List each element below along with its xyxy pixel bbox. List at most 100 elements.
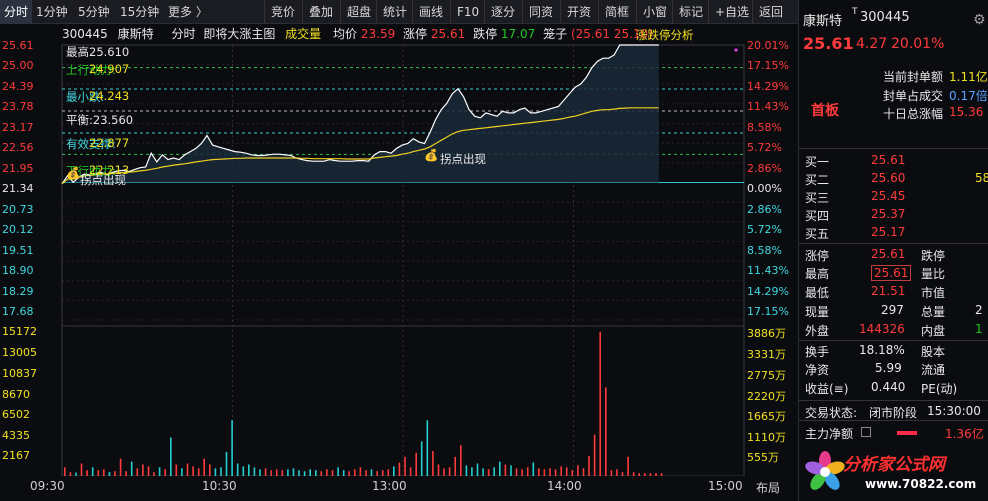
price-line	[61, 44, 659, 185]
f10-button[interactable]: F10	[450, 0, 479, 24]
volume-bar	[644, 473, 646, 476]
stat-value: 18.18%	[859, 343, 905, 357]
stat-value: 25.61	[871, 265, 912, 281]
buy-level-label: 买五	[805, 227, 830, 241]
volume-bar	[482, 468, 484, 476]
volume-bar	[426, 420, 429, 476]
amount-tick: 2220万	[747, 390, 786, 403]
volume-bar	[354, 469, 356, 476]
volume-bar	[398, 462, 401, 476]
open-capital-button[interactable]: 开资	[560, 0, 591, 24]
same-capital-button[interactable]: 同资	[522, 0, 553, 24]
stat-label: 换手	[805, 345, 830, 359]
flower-logo-icon	[805, 451, 845, 490]
volume-bar	[437, 464, 440, 476]
volume-bar	[125, 471, 127, 476]
trade-time: 15:30:00	[927, 404, 981, 418]
stat-value: 21.51	[871, 284, 906, 298]
volume-bar	[565, 467, 568, 476]
volume-bar	[147, 466, 150, 476]
stat-label: 涨停	[805, 249, 830, 263]
overlay-button[interactable]: 叠加	[302, 0, 333, 24]
buy-level-price: 25.37	[871, 207, 906, 221]
simple-frame-button[interactable]: 简框	[598, 0, 629, 24]
stat-value: 1	[975, 322, 983, 336]
volume-bar	[153, 472, 155, 476]
stock-name: 康斯特	[117, 27, 154, 41]
seal-ratio-value: 0.17倍	[949, 89, 988, 103]
volume-bar	[75, 472, 77, 476]
volume-bar	[599, 331, 601, 476]
min-drop-value: 24.243	[89, 89, 130, 103]
pct-tick: 2.86%	[747, 203, 782, 216]
small-window-button[interactable]: 小窗	[636, 0, 667, 24]
volume-bar	[649, 473, 652, 476]
limit-analysis-link[interactable]: 涨跌停分析	[636, 28, 694, 42]
price-tick: 24.39	[2, 80, 34, 93]
stat-value: 5.99	[875, 361, 902, 375]
volume-bar	[577, 465, 579, 476]
volume-bar	[264, 468, 267, 476]
pct-tick: 0.00%	[747, 182, 782, 195]
add-favorite-button[interactable]: +自选	[708, 0, 749, 24]
tab-15min[interactable]: 15分钟	[120, 5, 160, 19]
volume-bar	[287, 469, 289, 476]
volume-bar	[409, 467, 412, 476]
minute-button[interactable]: 逐分	[484, 0, 515, 24]
tab-1min[interactable]: 1分钟	[36, 5, 68, 19]
stat-label: 市值	[921, 286, 946, 300]
seal-ratio-label: 封单占成交	[883, 89, 944, 103]
draw-button[interactable]: 画线	[412, 0, 443, 24]
volume-tick: 13005	[2, 346, 37, 359]
volume-tick: 4335	[2, 429, 30, 442]
super-button[interactable]: 超盘	[340, 0, 371, 24]
limit-up-value: 25.61	[430, 27, 466, 41]
volume-bar	[170, 437, 172, 476]
volume-bar	[326, 469, 328, 476]
panel-price: 25.61	[803, 34, 854, 53]
indicator-name[interactable]: 即将大涨主图	[203, 27, 276, 41]
pct-tick: 11.43%	[747, 264, 789, 277]
settings-icon[interactable]: ⚙	[973, 12, 986, 28]
volume-bar	[510, 465, 512, 476]
volume-bar	[660, 473, 663, 476]
box-label: 笼子	[543, 27, 568, 41]
volume-bar	[80, 463, 83, 476]
volume-bar	[588, 455, 590, 476]
volume-bar	[315, 470, 317, 476]
volume-bar	[554, 469, 557, 476]
tab-timeshare[interactable]: 分时	[0, 0, 32, 24]
mark-button[interactable]: 标记	[672, 0, 703, 24]
buy-level-volume: 58	[975, 171, 988, 185]
chart-frame	[61, 44, 745, 476]
layout-button[interactable]: 布局	[756, 481, 781, 495]
volume-bar	[164, 469, 166, 476]
stat-value: 0.440	[871, 380, 906, 394]
tab-more[interactable]: 更多 〉	[168, 5, 208, 19]
moneybag-icon: 💰	[66, 166, 81, 180]
volume-bar	[632, 472, 635, 476]
volume-bar	[209, 464, 211, 476]
back-button[interactable]: 返回	[752, 0, 783, 24]
stat-label: 股本	[921, 345, 946, 359]
auction-button[interactable]: 竞价	[264, 0, 295, 24]
stat-label: 现量	[805, 305, 830, 319]
price-tick: 22.56	[2, 141, 34, 154]
timeshare-chart[interactable]	[0, 24, 798, 476]
volume-bar	[560, 466, 562, 476]
main-flow-checkbox[interactable]	[861, 427, 871, 437]
stat-label: 收益(≡)	[805, 382, 849, 396]
volume-bar	[404, 456, 406, 476]
price-tick: 21.95	[2, 162, 34, 175]
volume-bar	[203, 458, 205, 476]
stats-button[interactable]: 统计	[376, 0, 407, 24]
tab-5min[interactable]: 5分钟	[78, 5, 110, 19]
stock-code: 300445	[62, 27, 108, 41]
volume-bar	[292, 468, 295, 476]
price-tick: 18.29	[2, 285, 34, 298]
buy-level-label: 买一	[805, 155, 830, 169]
box-value: (25.61 25.10)	[570, 27, 653, 41]
main-flow-label: 主力净额	[805, 427, 854, 441]
pct-tick: 17.15%	[747, 305, 789, 318]
volume-bar	[616, 469, 618, 476]
